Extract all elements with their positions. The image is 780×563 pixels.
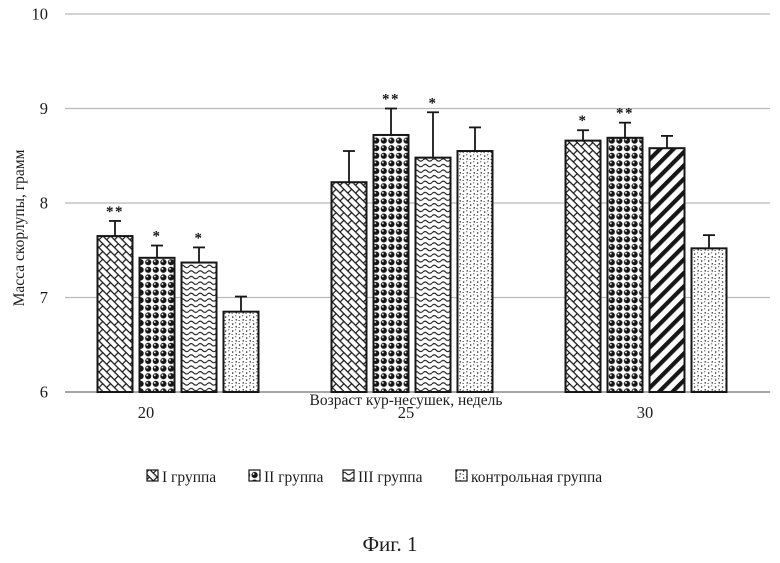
bar-series2-cat25 (372, 133, 410, 394)
x-tick-label: 30 (637, 403, 654, 422)
legend-swatch-dots (455, 469, 468, 482)
bar-series4-cat20 (222, 310, 260, 393)
y-tick-label: 9 (40, 99, 48, 118)
legend-label: контрольная группа (471, 469, 602, 486)
y-tick-label: 8 (40, 194, 48, 213)
x-tick-label: 20 (138, 403, 155, 422)
y-tick-label: 6 (40, 383, 48, 402)
legend-item: контрольная группа (455, 469, 602, 486)
significance-marker: * (195, 230, 204, 246)
legend-item: III группа (342, 469, 423, 486)
significance-marker: * (153, 229, 162, 245)
legend-label: I группа (162, 469, 216, 486)
bar-series3-cat30 (648, 147, 686, 393)
bar-series4-cat25 (456, 150, 494, 393)
legend-swatch-dark-balls (248, 469, 261, 482)
bar-series2-cat30 (606, 136, 644, 393)
y-tick-label: 7 (40, 288, 48, 307)
bar-series4-cat30 (690, 247, 728, 393)
significance-marker: * (429, 95, 438, 111)
legend-item: I группа (146, 469, 216, 486)
y-tick-label: 10 (32, 5, 49, 24)
legend-item: II группа (248, 469, 323, 486)
figure-caption: Фиг. 1 (362, 532, 417, 556)
bar-series2-cat20 (138, 256, 176, 393)
y-axis-title: Масса скорлупы, грамм (11, 149, 28, 306)
x-tick-label: 25 (398, 403, 415, 422)
significance-marker: ** (616, 106, 634, 122)
legend-label: II группа (264, 469, 323, 486)
legend-label: III группа (358, 469, 423, 486)
bar-series1-cat30 (564, 139, 602, 393)
legend-swatch-diagonal-brick (146, 469, 159, 482)
legend: I группа II группа III группа контрольная г… (146, 469, 602, 486)
significance-marker: * (579, 113, 588, 129)
significance-marker: ** (382, 92, 400, 108)
bar-series1-cat20 (96, 235, 134, 393)
x-axis-title: Возраст кур-несушек, недель (310, 392, 503, 409)
bar-series3-cat25 (414, 156, 452, 393)
legend-swatch-wave (342, 469, 355, 482)
bar-series3-cat20 (180, 261, 218, 393)
bar-series1-cat25 (330, 181, 368, 393)
significance-marker: ** (106, 204, 124, 220)
